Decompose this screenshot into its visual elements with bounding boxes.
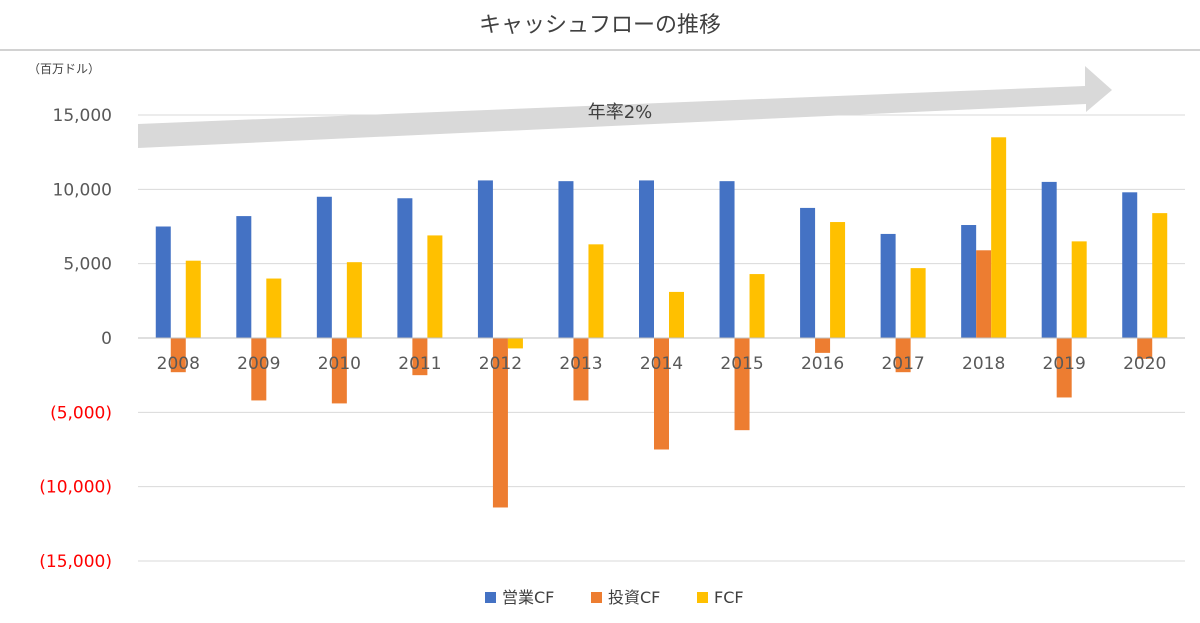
bar-fcf-2019 xyxy=(1071,241,1087,338)
bar-investing-cf-2013 xyxy=(573,338,589,401)
legend-label-operating-cf: 営業CF xyxy=(502,588,554,607)
bar-fcf-2020 xyxy=(1152,213,1168,338)
bar-operating-cf-2017 xyxy=(880,233,896,338)
bar-operating-cf-2016 xyxy=(800,207,816,338)
bar-operating-cf-2008 xyxy=(155,226,171,338)
x-tick-label-2013: 2013 xyxy=(559,354,602,374)
growth-rate-label: 年率2% xyxy=(588,102,653,123)
x-tick-label-2018: 2018 xyxy=(962,354,1005,374)
bar-investing-cf-2009 xyxy=(251,338,267,401)
bar-investing-cf-2018 xyxy=(976,250,992,338)
y-tick-label: (10,000) xyxy=(39,478,112,498)
x-tick-label-2016: 2016 xyxy=(801,354,844,374)
bar-fcf-2013 xyxy=(588,244,604,338)
bar-investing-cf-2014 xyxy=(654,338,669,450)
bar-investing-cf-2011 xyxy=(412,338,428,376)
bar-operating-cf-2009 xyxy=(236,216,252,338)
y-tick-label: (15,000) xyxy=(39,552,112,572)
bar-fcf-2015 xyxy=(749,274,765,338)
x-axis: 2008 2009 2010 2011 2012 2013 2014 2015 2016 2017… xyxy=(157,354,1167,374)
y-tick-label: 0 xyxy=(101,329,112,349)
legend-label-fcf: FCF xyxy=(714,588,744,607)
x-tick-label-2019: 2019 xyxy=(1043,354,1086,374)
x-tick-label-2017: 2017 xyxy=(881,354,924,374)
bar-operating-cf-2012 xyxy=(477,180,493,338)
bar-fcf-2012 xyxy=(507,338,523,349)
bar-operating-cf-2013 xyxy=(558,181,574,338)
bar-operating-cf-2019 xyxy=(1041,181,1057,338)
y-axis: 15,000 10,000 5,000 0 (5,000) (10,000) (15,000… xyxy=(39,106,112,572)
bar-operating-cf-2014 xyxy=(639,180,654,338)
bar-fcf-2016 xyxy=(830,222,846,338)
bar-operating-cf-2020 xyxy=(1122,192,1138,338)
growth-arrow-shape xyxy=(138,66,1112,148)
bar-fcf-2018 xyxy=(991,137,1007,338)
y-tick-label: 15,000 xyxy=(53,106,112,126)
bar-investing-cf-2016 xyxy=(815,338,831,353)
legend-swatch-fcf xyxy=(697,592,708,603)
legend-swatch-investing-cf xyxy=(591,592,602,603)
bar-operating-cf-2015 xyxy=(719,181,735,338)
bar-fcf-2009 xyxy=(266,278,282,338)
bar-fcf-2014 xyxy=(669,291,684,338)
x-tick-label-2011: 2011 xyxy=(398,354,441,374)
legend-swatch-operating-cf xyxy=(485,592,496,603)
x-tick-label-2015: 2015 xyxy=(720,354,763,374)
x-tick-label-2010: 2010 xyxy=(318,354,361,374)
bar-fcf-2010 xyxy=(346,262,362,338)
bar-operating-cf-2010 xyxy=(316,196,332,338)
x-tick-label-2009: 2009 xyxy=(237,354,280,374)
bar-investing-cf-2019 xyxy=(1056,338,1072,398)
bar-investing-cf-2017 xyxy=(895,338,911,373)
bar-fcf-2008 xyxy=(185,260,201,338)
bar-investing-cf-2010 xyxy=(331,338,347,404)
x-tick-label-2020: 2020 xyxy=(1123,354,1166,374)
chart-title: キャッシュフローの推移 xyxy=(479,13,721,38)
y-tick-label: 10,000 xyxy=(53,180,112,200)
x-tick-label-2008: 2008 xyxy=(157,354,200,374)
bar-investing-cf-2012 xyxy=(492,338,508,508)
growth-arrow: 年率2% xyxy=(138,66,1112,148)
bar-operating-cf-2011 xyxy=(397,198,413,338)
bar-fcf-2017 xyxy=(910,268,926,338)
bar-investing-cf-2008 xyxy=(170,338,186,373)
x-tick-label-2012: 2012 xyxy=(479,354,522,374)
legend: 営業CF 投資CF FCF xyxy=(485,588,744,607)
bar-investing-cf-2015 xyxy=(734,338,750,431)
y-tick-label: (5,000) xyxy=(50,403,112,423)
bar-investing-cf-2020 xyxy=(1137,338,1153,359)
y-tick-label: 5,000 xyxy=(63,255,112,275)
bar-series xyxy=(138,137,1185,508)
unit-label: （百万ドル） xyxy=(28,62,100,76)
bar-operating-cf-2018 xyxy=(961,225,977,338)
bar-fcf-2011 xyxy=(427,235,443,338)
x-tick-label-2014: 2014 xyxy=(640,354,683,374)
legend-label-investing-cf: 投資CF xyxy=(608,588,660,607)
